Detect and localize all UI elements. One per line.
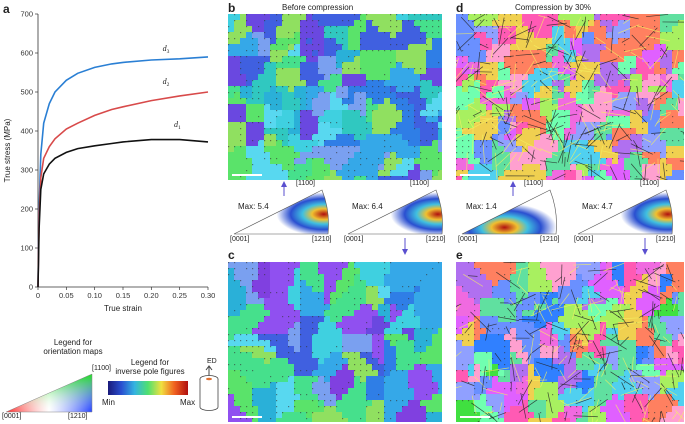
y-tick-label: 0: [29, 283, 33, 292]
ipf-sector: [461, 189, 557, 235]
ipf-right-label: [1210]: [540, 236, 560, 243]
ipf-right-label: [1210]: [656, 236, 676, 243]
panel-d-label: d: [456, 1, 464, 15]
scale-bar: [460, 174, 490, 176]
orientation-map-compressed: [456, 14, 684, 180]
ipf-max-label: Max: 6.4: [352, 202, 383, 211]
y-axis-label: True stress (MPa): [3, 118, 12, 182]
panel-b-title: Before compression: [282, 3, 354, 12]
ipf-max-label: Max: 4.7: [582, 202, 613, 211]
ipf-max-label: Max: 5.4: [238, 202, 269, 211]
series-label-d1: d1: [174, 120, 181, 131]
y-tick-label: 700: [20, 10, 33, 19]
x-axis-label: True strain: [104, 304, 142, 313]
x-tick-label: 0.20: [144, 291, 159, 300]
x-tick-label: 0.15: [116, 291, 131, 300]
ipf-legend-title: Legend for inverse pole figures: [115, 358, 185, 376]
ipf-top-label: [1100]: [410, 180, 429, 187]
panel-d-title: Compression by 30%: [515, 3, 592, 12]
y-tick-label: 200: [20, 205, 33, 214]
ipf-colour-bar: [108, 381, 188, 395]
ipf-right-label: [1210]: [312, 236, 332, 243]
orientation-legend-top: [1100]: [92, 365, 111, 372]
ipf-sector: [233, 189, 329, 235]
ipf-legend-min: Min: [102, 398, 115, 407]
ipf-right-label: [1210]: [426, 236, 446, 243]
ipf-left-label: [0001]: [230, 236, 250, 243]
inverse-pole-figure: [347, 189, 443, 235]
stress-strain-chart: 0 100 200 300 400 500 600 700 0 0.05 0.10 0.15 0.20 0…: [3, 10, 216, 314]
orientation-map-compressed-annealed: [456, 262, 684, 422]
panel-b-label: b: [228, 1, 236, 15]
orientation-map-before: [228, 14, 442, 180]
inverse-pole-figure: [233, 189, 329, 235]
ipf-max-label: Max: 1.4: [466, 202, 497, 211]
x-tick-label: 0.30: [201, 291, 216, 300]
x-tick-label: 0.25: [172, 291, 187, 300]
ipf-left-label: [0001]: [458, 236, 478, 243]
x-tick-label: 0: [36, 291, 40, 300]
inverse-pole-figure: [577, 189, 673, 235]
panel-c-label: c: [228, 248, 235, 262]
y-tick-label: 600: [20, 49, 33, 58]
panel-a-label: a: [3, 2, 10, 16]
panel-e-label: e: [456, 248, 463, 262]
ipf-sector: [347, 189, 443, 235]
ipf-top-label: [1100]: [640, 180, 659, 187]
scale-bar: [460, 416, 490, 418]
ipf-top-label: [1100]: [524, 180, 543, 187]
ipf-top-label: [1100]: [296, 180, 315, 187]
ed-label: ED: [207, 358, 217, 365]
ipf-left-label: [0001]: [344, 236, 364, 243]
ipf-left-label: [0001]: [574, 236, 594, 243]
y-tick-label: 500: [20, 88, 33, 97]
orientation-map-annealed: [228, 262, 442, 422]
y-tick-label: 100: [20, 244, 33, 253]
x-tick-label: 0.10: [87, 291, 102, 300]
y-tick-label: 300: [20, 166, 33, 175]
series-label-d2: d2: [163, 77, 170, 88]
inverse-pole-figure: [461, 189, 557, 235]
series-line-d3: [37, 56, 209, 288]
sample-cylinder-icon: [199, 365, 219, 411]
orientation-legend-right: [1210]: [68, 413, 88, 420]
series-line-d1: [37, 138, 209, 288]
series-label-d3: d3: [163, 44, 170, 55]
orientation-legend-left: [0001]: [2, 413, 22, 420]
x-tick-label: 0.05: [59, 291, 74, 300]
ipf-sector: [577, 189, 673, 235]
scale-bar: [232, 416, 262, 418]
scale-bar: [232, 174, 262, 176]
series-line-d2: [37, 91, 209, 288]
ipf-legend-max: Max: [180, 398, 196, 407]
orientation-legend-triangle: [5, 373, 93, 413]
orientation-legend-title: Legend for orientation maps: [43, 338, 103, 356]
y-tick-label: 400: [20, 127, 33, 136]
